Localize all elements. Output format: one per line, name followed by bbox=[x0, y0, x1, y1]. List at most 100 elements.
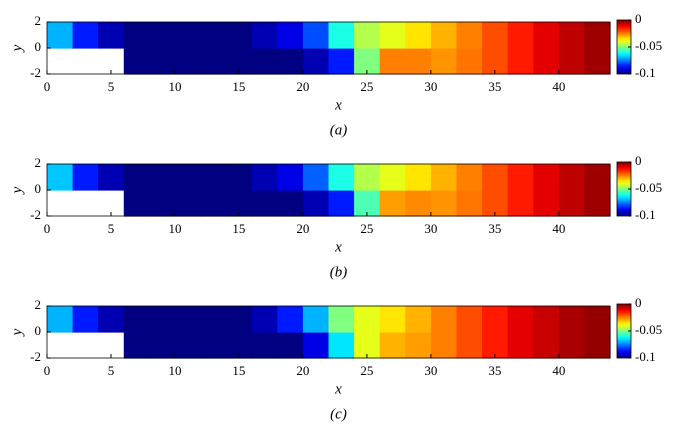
colorbar-tick-label: -0.05 bbox=[635, 38, 662, 53]
heat-cell bbox=[251, 332, 278, 359]
heat-cell bbox=[328, 48, 355, 75]
y-axis-label: y bbox=[9, 328, 25, 337]
y-tick-label: 0 bbox=[35, 323, 42, 338]
heat-cell bbox=[149, 332, 176, 359]
heat-cell bbox=[558, 306, 586, 333]
heat-cell bbox=[328, 190, 355, 217]
x-tick-label: 25 bbox=[360, 221, 373, 236]
heat-cell bbox=[584, 332, 611, 359]
heat-cell bbox=[558, 332, 586, 359]
heat-cell bbox=[251, 164, 278, 191]
heat-cell bbox=[533, 306, 560, 333]
y-tick-label: 0 bbox=[35, 39, 42, 54]
y-axis-label: y bbox=[9, 186, 25, 195]
heat-cell bbox=[251, 48, 278, 75]
heat-cell bbox=[72, 22, 99, 49]
heat-cell bbox=[98, 22, 125, 49]
x-tick-label: 25 bbox=[360, 79, 373, 94]
x-tick-label: 25 bbox=[360, 363, 373, 378]
x-tick-label: 30 bbox=[424, 79, 437, 94]
heat-cell bbox=[174, 164, 202, 191]
y-tick-label: -2 bbox=[30, 349, 41, 364]
heat-cell bbox=[277, 164, 304, 191]
caption: (a) bbox=[330, 122, 348, 138]
colorbar-tick-label: -0.05 bbox=[635, 180, 662, 195]
heat-cell bbox=[379, 306, 406, 333]
x-tick-label: 10 bbox=[168, 79, 181, 94]
heat-cell bbox=[405, 190, 432, 217]
heat-cell bbox=[277, 332, 304, 359]
heat-cell bbox=[430, 164, 458, 191]
heat-cell bbox=[482, 22, 509, 49]
heat-cell bbox=[584, 190, 611, 217]
colorbar-tick-label: -0.05 bbox=[635, 322, 662, 337]
heat-cell bbox=[507, 306, 534, 333]
heat-cell bbox=[302, 306, 330, 333]
heat-cell bbox=[174, 332, 202, 359]
heat-cell bbox=[149, 22, 176, 49]
heat-cell bbox=[174, 48, 202, 75]
x-tick-label: 10 bbox=[168, 363, 181, 378]
x-tick-label: 30 bbox=[424, 221, 437, 236]
heat-cell bbox=[405, 306, 432, 333]
heat-cell bbox=[430, 306, 458, 333]
heat-cell bbox=[98, 306, 125, 333]
heat-cell bbox=[558, 190, 586, 217]
heat-cell bbox=[379, 22, 406, 49]
heat-cell bbox=[354, 22, 381, 49]
heat-cell bbox=[123, 306, 150, 333]
y-tick-label: -2 bbox=[30, 207, 41, 222]
heat-cell bbox=[430, 190, 458, 217]
heat-cell bbox=[200, 332, 227, 359]
heat-cell bbox=[302, 164, 330, 191]
y-tick-label: 2 bbox=[35, 297, 42, 312]
heat-cell bbox=[533, 22, 560, 49]
heat-cell bbox=[533, 48, 560, 75]
heat-cell bbox=[430, 22, 458, 49]
x-tick-label: 40 bbox=[552, 79, 565, 94]
heat-cell bbox=[251, 190, 278, 217]
heat-cell bbox=[98, 164, 125, 191]
heat-cell bbox=[379, 190, 406, 217]
heat-cell bbox=[328, 22, 355, 49]
x-tick-label: 15 bbox=[232, 79, 245, 94]
heat-cell bbox=[430, 48, 458, 75]
colorbar-tick-label: 0 bbox=[635, 153, 642, 168]
y-tick-label: 0 bbox=[35, 181, 42, 196]
x-tick-label: 20 bbox=[296, 363, 309, 378]
heat-cell bbox=[507, 190, 534, 217]
x-tick-label: 5 bbox=[108, 221, 115, 236]
colorbar-tick-label: -0.1 bbox=[635, 65, 656, 80]
heat-cell bbox=[226, 306, 253, 333]
heat-cell bbox=[174, 22, 202, 49]
y-axis-label: y bbox=[9, 44, 25, 53]
heat-cell bbox=[302, 48, 330, 75]
caption: (c) bbox=[330, 406, 347, 422]
heat-cell bbox=[149, 190, 176, 217]
heat-cell bbox=[302, 190, 330, 217]
heat-cell bbox=[405, 164, 432, 191]
heat-cell bbox=[482, 306, 509, 333]
heat-cell bbox=[430, 332, 458, 359]
heat-cell bbox=[302, 22, 330, 49]
heat-cell bbox=[149, 48, 176, 75]
y-tick-label: 2 bbox=[35, 155, 42, 170]
x-tick-label: 35 bbox=[488, 363, 501, 378]
heat-cell bbox=[200, 22, 227, 49]
x-tick-label: 0 bbox=[44, 363, 51, 378]
heat-cell bbox=[277, 22, 304, 49]
x-tick-label: 20 bbox=[296, 79, 309, 94]
heat-cell bbox=[354, 164, 381, 191]
heat-cell bbox=[251, 22, 278, 49]
heat-cell bbox=[200, 48, 227, 75]
heat-cell bbox=[584, 306, 611, 333]
heat-cell bbox=[328, 164, 355, 191]
x-tick-label: 35 bbox=[488, 79, 501, 94]
heat-cell bbox=[584, 164, 611, 191]
heat-cell bbox=[533, 332, 560, 359]
heat-cell bbox=[72, 306, 99, 333]
heat-cell bbox=[354, 306, 381, 333]
x-axis-label: x bbox=[334, 239, 342, 255]
heat-cell bbox=[584, 48, 611, 75]
heat-cell bbox=[456, 164, 483, 191]
